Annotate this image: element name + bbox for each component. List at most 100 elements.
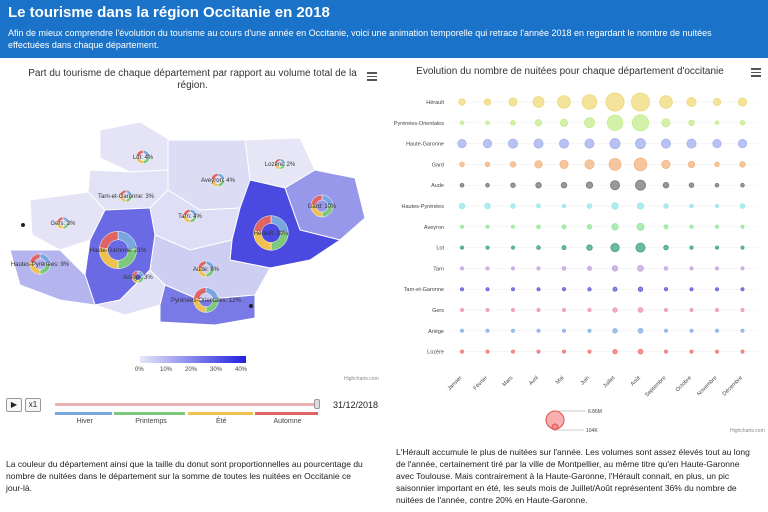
bubble-point[interactable] [485,287,490,292]
bubble-point[interactable] [610,180,620,191]
bubble-point[interactable] [459,120,465,126]
bubble-point[interactable] [586,203,593,209]
bubble-point[interactable] [740,182,745,188]
bubble-point[interactable] [460,287,464,292]
bubble-point[interactable] [561,266,567,271]
bubble-point[interactable] [511,245,515,250]
bubble-point[interactable] [485,328,490,333]
bubble-point[interactable] [740,224,745,229]
map-donut[interactable]: Ariège: 3% [123,270,153,284]
bubble-point[interactable] [712,97,722,107]
bubble-point[interactable] [560,182,568,189]
bubble-point[interactable] [635,138,646,150]
bubble-point[interactable] [664,308,668,312]
bubble-point[interactable] [661,118,671,128]
bubble-point[interactable] [511,224,515,229]
bubble-point[interactable] [687,160,696,169]
play-button[interactable]: ▶ [6,398,22,412]
bubble-point[interactable] [635,242,646,253]
bubble-point[interactable] [559,118,569,127]
bubble-point[interactable] [612,328,618,334]
bubble-point[interactable] [610,243,620,253]
bubble-point[interactable] [631,114,650,132]
bubble-point[interactable] [661,138,671,149]
map-donut[interactable]: Lozère: 2% [265,158,296,170]
bubble-point[interactable] [715,204,719,208]
bubble-point[interactable] [689,266,694,271]
bubble-point[interactable] [485,182,490,188]
bubble-point[interactable] [663,287,669,292]
bubble-point[interactable] [688,182,695,188]
bubble-point[interactable] [559,138,569,149]
bubble-point[interactable] [484,161,491,168]
map-donut[interactable]: Lot: 4% [133,149,154,165]
bubble-point[interactable] [562,349,566,354]
bubble-point[interactable] [562,328,566,333]
bubble-point[interactable] [485,245,490,250]
bubble-point[interactable] [715,266,719,271]
timeline-track[interactable] [55,403,320,406]
bubble-point[interactable] [535,182,542,189]
map-donut[interactable]: Hautes-Pyrénées: 9% [11,253,70,275]
bubble-point[interactable] [460,308,464,312]
bubble-point[interactable] [536,328,541,333]
bubble-point[interactable] [457,139,467,149]
bubble-point[interactable] [637,348,644,355]
bubble-point[interactable] [584,117,595,129]
bubble-point[interactable] [485,224,490,229]
bubble-point[interactable] [740,349,745,354]
bubble-point[interactable] [611,202,619,210]
bubble-point[interactable] [715,328,719,333]
bubble-point[interactable] [511,287,515,292]
bubble-point[interactable] [715,224,719,229]
bubble-point[interactable] [510,203,516,209]
bubble-point[interactable] [611,265,619,272]
bubble-point[interactable] [714,161,720,168]
bubble-point[interactable] [739,161,746,168]
bubble-point[interactable] [561,287,567,292]
bubble-point[interactable] [587,287,592,292]
bubble-point[interactable] [561,245,567,251]
bubble-point[interactable] [584,138,595,149]
bubble-point[interactable] [740,266,745,271]
bubble-point[interactable] [511,349,515,354]
bubble-point[interactable] [689,287,694,292]
bubble-point[interactable] [715,349,719,354]
bubble-point[interactable] [534,160,543,169]
bubble-point[interactable] [562,308,566,312]
bubble-point[interactable] [689,224,694,229]
bubble-point[interactable] [689,245,694,250]
bubble-point[interactable] [740,308,745,312]
bubble-point[interactable] [459,182,465,188]
bubble-point[interactable] [460,328,464,333]
bubble-point[interactable] [689,349,694,354]
bubble-point[interactable] [636,202,645,210]
bubble-point[interactable] [510,120,516,126]
bubble-point[interactable] [635,179,646,191]
bubble-point[interactable] [536,224,541,230]
map-donut[interactable]: Gard: 10% [308,194,337,218]
map-donut[interactable]: Tarn: 4% [178,208,202,224]
bubble-point[interactable] [483,98,492,106]
bubble-point[interactable] [508,138,518,149]
bubble-point[interactable] [536,308,541,312]
bubble-point[interactable] [606,114,624,131]
bubble-point[interactable] [659,95,673,109]
map-menu-icon[interactable] [367,72,377,81]
bubble-point[interactable] [532,96,545,108]
speed-button[interactable]: x1 [25,398,41,412]
bubble-point[interactable] [561,224,567,230]
bubble-point[interactable] [740,328,745,333]
bubble-point[interactable] [587,265,592,271]
bubble-point[interactable] [612,307,618,313]
bubble-point[interactable] [633,157,648,172]
bubble-point[interactable] [714,120,720,126]
bubble-point[interactable] [587,307,592,313]
map-donut[interactable]: Aveyron: 4% [201,172,236,188]
bubble-point[interactable] [485,349,490,354]
bubble-point[interactable] [559,159,569,169]
bubble-point[interactable] [715,245,719,250]
bubble-point[interactable] [460,245,464,250]
bubble-point[interactable] [686,97,697,107]
bubble-point[interactable] [664,349,668,354]
